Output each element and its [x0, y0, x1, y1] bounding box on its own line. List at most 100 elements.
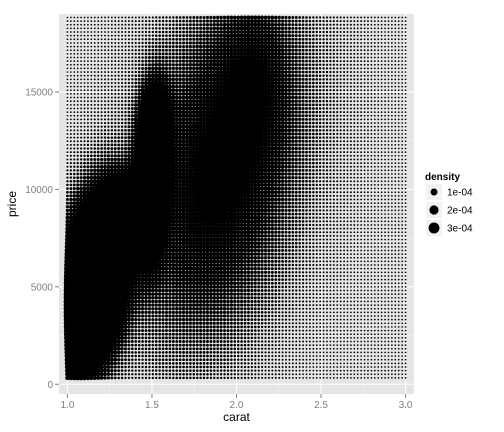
data-point — [182, 336, 186, 340]
data-point — [165, 376, 168, 380]
data-point — [93, 111, 96, 114]
data-point — [219, 26, 223, 31]
data-point — [147, 299, 152, 304]
data-point — [195, 55, 199, 60]
data-point — [127, 67, 130, 70]
data-point — [134, 376, 137, 380]
data-point — [181, 59, 186, 63]
data-point — [69, 165, 72, 168]
data-point — [209, 318, 213, 322]
data-point — [97, 42, 100, 44]
data-point — [172, 365, 175, 369]
data-point — [112, 335, 118, 341]
data-point — [155, 27, 158, 30]
data-point — [198, 52, 203, 56]
data-point — [110, 38, 113, 41]
data-point — [113, 136, 117, 139]
data-point — [124, 63, 127, 66]
data-point — [230, 351, 233, 354]
data-point — [136, 277, 142, 282]
data-point — [100, 136, 103, 139]
data-point — [90, 122, 93, 125]
data-point — [104, 107, 107, 110]
data-point — [97, 38, 100, 41]
data-point — [171, 332, 175, 336]
data-point — [130, 107, 134, 110]
data-point — [69, 100, 72, 103]
data-point — [124, 143, 128, 147]
data-point — [151, 314, 155, 318]
data-point — [178, 354, 182, 358]
data-point — [120, 147, 124, 151]
data-point — [73, 118, 76, 121]
data-point — [205, 23, 210, 27]
data-point — [124, 103, 127, 107]
data-point — [226, 15, 230, 20]
data-point — [168, 288, 172, 293]
data-point — [75, 194, 80, 198]
data-point — [199, 332, 203, 336]
data-point — [148, 52, 151, 56]
data-point — [168, 376, 172, 380]
data-point — [104, 60, 106, 63]
data-point — [150, 277, 155, 282]
data-point — [199, 23, 203, 27]
data-point — [97, 114, 100, 117]
data-point — [222, 19, 227, 23]
data-point — [174, 266, 179, 271]
data-point — [120, 343, 124, 347]
data-point — [106, 168, 111, 173]
data-point — [123, 150, 128, 154]
data-point — [198, 299, 203, 304]
data-point — [86, 175, 90, 180]
data-point — [178, 362, 182, 365]
data-point — [87, 96, 89, 99]
data-point — [185, 277, 189, 282]
data-point — [134, 340, 138, 343]
data-point — [168, 332, 172, 336]
data-point — [119, 168, 125, 173]
data-point — [66, 180, 69, 183]
data-point — [123, 332, 128, 337]
data-point — [178, 314, 182, 318]
data-point — [154, 70, 159, 74]
data-point — [171, 318, 175, 322]
data-point — [178, 92, 182, 96]
data-point — [90, 92, 93, 95]
data-point — [147, 66, 152, 71]
data-point — [100, 125, 103, 128]
data-point — [104, 49, 106, 52]
data-point — [90, 71, 93, 73]
data-point — [147, 325, 151, 329]
data-point — [171, 354, 175, 358]
data-point — [168, 274, 172, 278]
data-point — [215, 44, 220, 49]
data-point — [97, 45, 100, 48]
data-point — [124, 365, 127, 369]
data-point — [198, 288, 203, 293]
data-point — [222, 314, 227, 318]
data-point — [178, 63, 182, 67]
data-point — [185, 351, 189, 354]
data-point — [69, 103, 72, 106]
data-point — [73, 154, 76, 157]
data-point — [134, 27, 137, 30]
data-point — [205, 340, 209, 343]
data-point — [151, 376, 155, 380]
data-point — [144, 362, 148, 365]
data-point — [198, 66, 203, 71]
data-point — [103, 154, 107, 158]
data-point — [114, 63, 117, 66]
data-point — [158, 347, 162, 351]
data-point — [195, 37, 199, 41]
data-point — [124, 132, 127, 136]
data-point — [151, 358, 155, 361]
data-point — [223, 369, 226, 372]
data-point — [86, 114, 89, 117]
data-point — [104, 52, 106, 55]
data-point — [137, 310, 141, 315]
data-point — [137, 63, 141, 67]
data-point — [229, 288, 234, 293]
data-point — [182, 362, 185, 365]
data-point — [76, 42, 79, 44]
